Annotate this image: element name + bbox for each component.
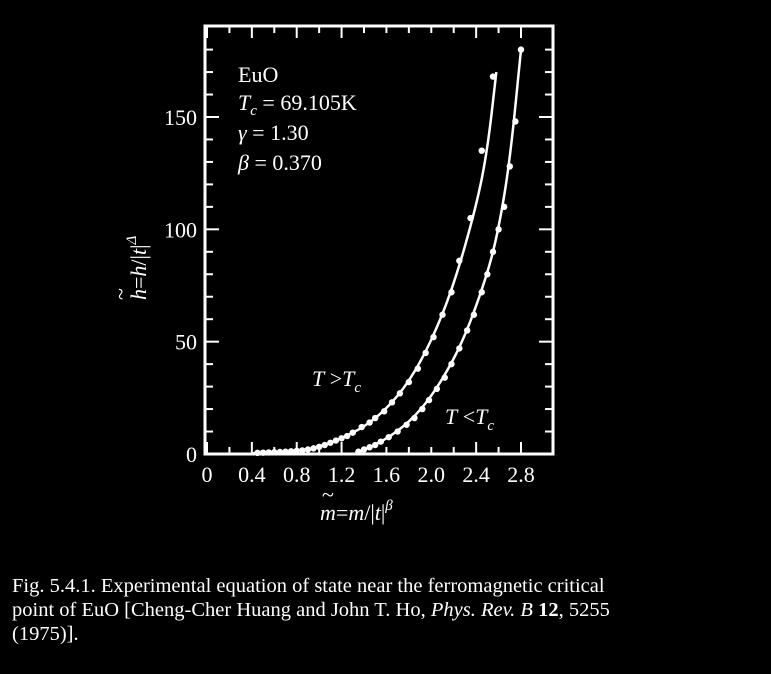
data-point [467,214,474,222]
svg-text:~: ~ [108,288,133,300]
x-tick-label: 2.8 [507,462,535,487]
data-point [293,447,300,455]
data-point [422,349,429,357]
data-point [403,421,410,428]
data-point [358,423,365,431]
svg-text:h=h/|t|Δ: h=h/|t|Δ [124,236,151,300]
series-label-above: T >Tc [312,366,361,396]
x-axis-label: m=m/|t|β [320,498,393,525]
annotation-gamma: γ = 1.30 [238,120,309,145]
data-point [310,445,317,452]
data-point [360,446,368,453]
data-point [433,385,441,393]
y-tick-label: 100 [164,217,197,242]
parameter-annotation: EuO Tc = 69.105K γ = 1.30 β = 0.370 [237,62,357,175]
data-point [506,163,513,170]
data-point [419,405,426,413]
data-point [478,289,485,296]
data-point [299,447,306,454]
plot-frame [203,24,555,456]
data-point [484,271,491,278]
data-point [463,327,471,334]
x-tick-label: 2.4 [462,462,490,487]
data-point [439,311,446,318]
data-point [495,226,502,233]
y-tick-labels: 0 50 100 150 [164,105,197,467]
data-point [489,248,497,255]
annotation-tc: Tc = 69.105K [238,90,357,119]
x-tick-label: 0.8 [283,462,311,487]
data-point [355,448,362,455]
data-point [372,414,379,422]
data-point [500,203,508,211]
annotation-beta: β = 0.370 [237,150,322,175]
data-point [478,147,485,154]
caption-line-1: Fig. 5.4.1. Experimental equation of sta… [12,575,605,597]
data-point [517,46,525,53]
data-point [414,365,422,372]
data-point [343,432,351,440]
data-point [448,360,455,368]
x-tick-labels: 0 0.4 0.8 1.2 1.6 2.0 2.4 2.8 [202,462,535,487]
x-axis-tilde: ~ [322,482,334,507]
data-point [338,435,345,442]
data-point [315,443,323,451]
y-tick-label: 0 [186,442,197,467]
data-point [304,446,312,453]
caption-line-2: point of EuO [Cheng-Cher Huang and John … [12,599,610,621]
data-point [366,444,373,451]
x-tick-label: 0.4 [238,462,266,487]
data-point [259,449,267,456]
data-point [448,289,455,296]
data-point [372,441,379,449]
figure-caption: Fig. 5.4.1. Experimental equation of sta… [12,574,762,646]
data-point [394,428,401,435]
data-point [470,311,478,318]
data-point [385,433,392,441]
x-tick-label: 1.2 [328,462,356,487]
data-point [388,399,396,406]
data-points [254,46,525,457]
data-point [366,419,373,426]
data-point [430,333,437,341]
caption-line-3: (1975)]. [12,623,79,645]
y-tick-label: 150 [164,105,197,130]
axis-ticks [205,26,553,455]
x-tick-label: 2.0 [418,462,446,487]
x-tick-label: 1.6 [373,462,401,487]
annotation-material: EuO [238,62,278,87]
data-point [456,345,463,352]
data-point [377,438,385,445]
y-axis-label: h=h/|t|Δ ~ [108,236,151,300]
data-point [349,429,356,436]
data-point [327,439,334,446]
data-point [396,390,404,397]
data-point [411,414,418,422]
data-point [405,378,413,386]
data-point [254,449,261,457]
data-point [265,449,272,456]
data-point [425,396,433,404]
y-tick-label: 50 [175,330,197,355]
data-point [489,73,497,80]
data-point [282,448,289,455]
data-point [287,448,295,455]
chart: 0 0.4 0.8 1.2 1.6 2.0 2.4 2.8 0 50 100 150 EuO Tc … [108,24,555,525]
data-point [512,118,519,125]
data-point [441,374,448,381]
series-label-below: T <Tc [445,404,494,434]
data-point [321,441,328,449]
data-point [271,449,278,456]
x-tick-label: 0 [202,462,213,487]
data-point [380,408,388,415]
data-point [456,257,463,264]
data-point [332,437,340,444]
data-point [276,448,284,456]
